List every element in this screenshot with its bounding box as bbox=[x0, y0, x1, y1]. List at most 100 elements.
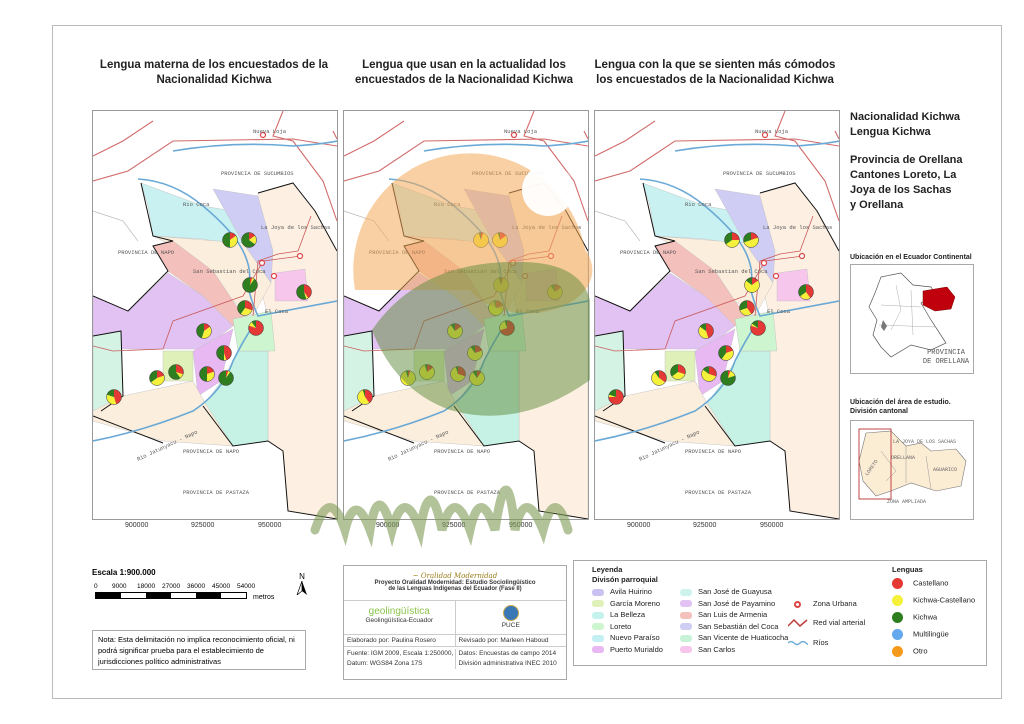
study-area-frame bbox=[858, 428, 892, 500]
pie-chart bbox=[492, 232, 508, 248]
legend-lengua: Kichwa-Castellano bbox=[892, 595, 975, 606]
scale-tick: 54000 bbox=[237, 583, 256, 590]
inset1-title: Ubicación en el Ecuador Continental bbox=[850, 254, 972, 261]
pie-slice-kichwa-castellano bbox=[739, 308, 752, 316]
pie-slice-castellano bbox=[706, 323, 714, 339]
pie-slice-kichwa bbox=[724, 232, 732, 245]
pie-slice-kichwa bbox=[149, 370, 157, 383]
map-label-pastaza: PROVINCIA DE PASTAZA bbox=[685, 489, 752, 496]
map-label-napo: PROVINCIA DE NAPO bbox=[369, 249, 426, 256]
pie-slice-kichwa-castellano bbox=[725, 240, 740, 248]
pie-slice-castellano bbox=[806, 284, 814, 299]
scale-tick: 0 bbox=[94, 583, 98, 590]
pie-slice-castellano bbox=[751, 232, 759, 240]
pie-slice-kichwa-castellano bbox=[744, 280, 760, 293]
map-label-sucumbios: PROVINCIA DE SUCUMBIOS bbox=[472, 170, 545, 177]
legend-parroquia: Loreto bbox=[592, 622, 631, 631]
legend: Leyenda Divisón parroquial Avila Huirino… bbox=[573, 560, 987, 666]
x-tick-label: 900000 bbox=[125, 522, 149, 529]
pie-slice-castellano bbox=[726, 345, 734, 353]
pie-slice-castellano bbox=[249, 232, 256, 240]
pie-chart bbox=[718, 345, 734, 361]
pie-slice-kichwa-castellano bbox=[240, 308, 253, 316]
pie-chart bbox=[216, 345, 232, 361]
zona-urbana-marker bbox=[296, 252, 304, 260]
canton-border bbox=[594, 182, 840, 520]
zona-urbana-marker bbox=[761, 131, 769, 139]
map-label-joya: La Joya de los Sachas bbox=[512, 224, 581, 231]
side-title-2: Provincia de Orellana Cantones Loreto, La… bbox=[850, 154, 963, 211]
map-label-nueva-loja: Nueva Loja bbox=[253, 128, 287, 135]
pie-chart bbox=[248, 320, 264, 336]
pie-chart bbox=[237, 300, 253, 316]
pie-chart bbox=[750, 320, 766, 336]
x-tick-label: 950000 bbox=[760, 522, 784, 529]
pie-chart bbox=[447, 323, 463, 339]
pie-slice-castellano bbox=[747, 300, 755, 315]
zona-urbana-marker bbox=[270, 272, 278, 280]
pie-slice-kichwa-castellano bbox=[201, 326, 212, 339]
map-label-el-coca: El Coca bbox=[767, 308, 791, 315]
pie-chart bbox=[469, 370, 485, 386]
x-tick-label: 925000 bbox=[191, 522, 215, 529]
pie-chart bbox=[724, 232, 740, 248]
map-panel-lengua-comoda: Nueva Loja PROVINCIA DE SUCUMBIOS Rio Coca… bbox=[594, 110, 840, 520]
svg-text:ZONA AMPLIADA: ZONA AMPLIADA bbox=[887, 499, 926, 505]
pie-slice-castellano bbox=[157, 370, 165, 378]
pie-slice-kichwa bbox=[296, 284, 307, 300]
pie-slice-kichwa bbox=[199, 366, 207, 382]
pie-slice-castellano bbox=[304, 284, 312, 299]
panel-title-2: Lengua que usan en la actualidad los enc… bbox=[355, 59, 573, 86]
pie-chart bbox=[241, 232, 257, 248]
pie-slice-kichwa-castellano bbox=[651, 371, 666, 386]
legend-zona-urbana: Zona Urbana bbox=[788, 599, 857, 608]
map-label-san-sebastian: San Sebastian del Coca bbox=[444, 268, 517, 275]
pie-chart bbox=[547, 284, 563, 300]
pie-slice-kichwa bbox=[216, 345, 224, 361]
pie-slice-kichwa-castellano bbox=[608, 394, 616, 397]
pie-chart bbox=[242, 277, 258, 293]
pie-slice-kichwa bbox=[654, 370, 659, 378]
pie-slice-kichwa bbox=[718, 345, 726, 360]
inset2-title: Ubicación del área de estudio. División … bbox=[850, 399, 951, 415]
pie-chart bbox=[488, 300, 504, 316]
legend-lengua: Multilingüe bbox=[892, 629, 949, 640]
pie-slice-kichwa bbox=[362, 389, 365, 397]
pie-chart bbox=[296, 284, 312, 300]
pie-slice-kichwa-castellano bbox=[249, 235, 257, 245]
map-panel-lengua-actual: Nueva Loja PROVINCIA DE SUCUMBIOS Rio Coca… bbox=[343, 110, 589, 520]
pie-slice-kichwa bbox=[739, 300, 747, 311]
pie-slice-kichwa bbox=[743, 232, 751, 243]
pie-chart bbox=[450, 366, 466, 382]
sheet-frame bbox=[52, 25, 1002, 699]
pie-chart bbox=[698, 323, 714, 339]
map-label-napo-sur: PROVINCIA DE NAPO bbox=[434, 448, 491, 455]
pie-slice-castellano bbox=[365, 389, 373, 404]
map-label-sucumbios: PROVINCIA DE SUCUMBIOS bbox=[221, 170, 294, 177]
pie-slice-castellano bbox=[752, 277, 759, 285]
zona-urbana-marker bbox=[258, 259, 266, 267]
pie-slice-kichwa bbox=[196, 323, 204, 339]
map-label-napo-sur: PROVINCIA DE NAPO bbox=[685, 448, 742, 455]
map-label-el-coca: El Coca bbox=[516, 308, 540, 315]
pie-slice-castellano bbox=[204, 323, 211, 331]
scale-tick: 45000 bbox=[212, 583, 231, 590]
map-label-napo: PROVINCIA DE NAPO bbox=[118, 249, 175, 256]
pie-slice-kichwa-castellano bbox=[799, 292, 811, 300]
pie-slice-kichwa-castellano bbox=[728, 370, 736, 378]
zona-urbana-marker bbox=[772, 272, 780, 280]
pie-chart bbox=[651, 370, 667, 386]
pie-slice-castellano bbox=[230, 232, 237, 240]
legend-parroquia: La Belleza bbox=[592, 610, 645, 619]
pie-slice-kichwa bbox=[218, 370, 234, 386]
pie-slice-castellano bbox=[250, 277, 253, 285]
pie-slice-castellano bbox=[226, 370, 229, 378]
pie-slice-kichwa bbox=[242, 277, 258, 293]
map-label-rio-coca: Rio Coca bbox=[434, 201, 461, 208]
pie-slice-castellano bbox=[728, 370, 731, 378]
zona-urbana-marker bbox=[521, 272, 529, 280]
pie-chart bbox=[196, 323, 212, 339]
geolinguistica-logo: geolingüística Geolingüística-Ecuador bbox=[344, 601, 456, 634]
scale-bar bbox=[95, 592, 247, 599]
